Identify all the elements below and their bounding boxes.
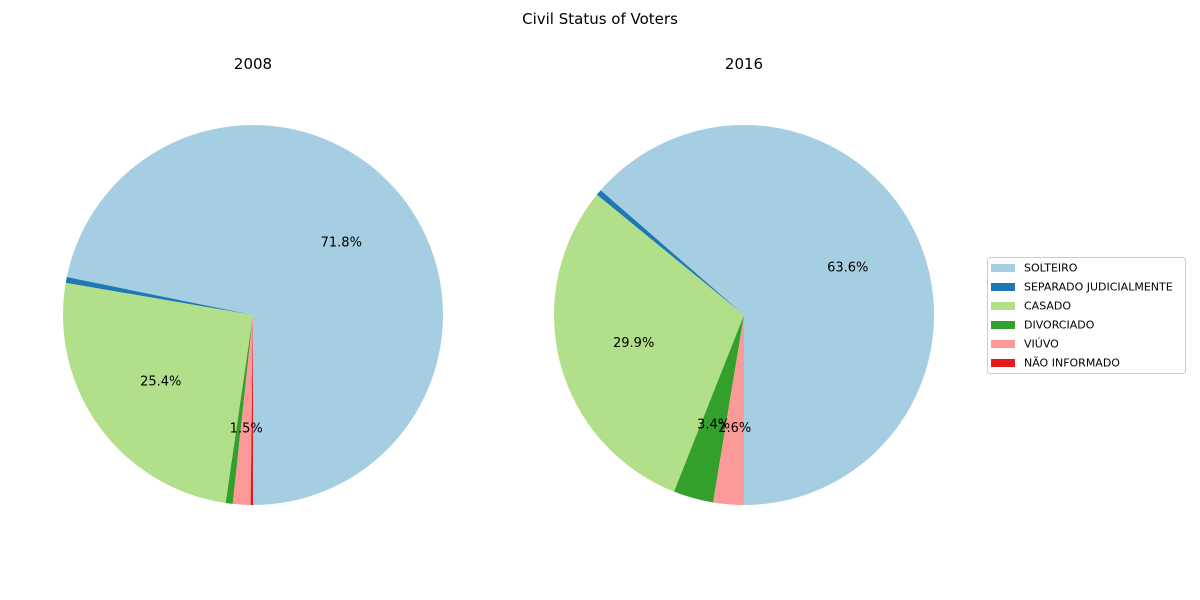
legend-swatch-solteiro bbox=[991, 264, 1015, 272]
pct-label-casado: 29.9% bbox=[613, 336, 654, 351]
slice-solteiro bbox=[66, 125, 444, 506]
legend-frame bbox=[987, 257, 1186, 374]
legend-label-divorciado: DIVORCIADO bbox=[1024, 319, 1095, 332]
pct-label-viuvo: 1.5% bbox=[230, 421, 263, 436]
legend-label-separado-judicialmente: SEPARADO JUDICIALMENTE bbox=[1024, 281, 1173, 294]
legend-label-solteiro: SOLTEIRO bbox=[1024, 262, 1078, 275]
legend-label-casado: CASADO bbox=[1024, 300, 1071, 313]
slice-viuvo bbox=[713, 315, 744, 505]
pct-label-viuvo: 2.6% bbox=[718, 421, 751, 436]
legend-label-nao-informado: NÃO INFORMADO bbox=[1024, 357, 1120, 370]
legend-swatch-divorciado bbox=[991, 321, 1015, 329]
pie-title: 2008 bbox=[234, 55, 272, 73]
slice-nao-informado bbox=[250, 315, 253, 505]
pie-2016: 2016 63.6% 29.9% 3.4%2.6% bbox=[553, 55, 934, 506]
pie-2008: 2008 71.8% 25.4% 1.5% bbox=[63, 55, 444, 506]
legend-swatch-separado-judicialmente bbox=[991, 283, 1015, 291]
slice-solteiro bbox=[600, 125, 934, 506]
pie-title: 2016 bbox=[725, 55, 763, 73]
legend-swatch-viuvo bbox=[991, 340, 1015, 348]
slice-divorciado bbox=[674, 315, 744, 503]
slice-separado-judicialmente bbox=[65, 277, 253, 315]
legend-swatch-nao-informado bbox=[991, 359, 1015, 367]
slice-casado bbox=[553, 194, 744, 492]
legend: SOLTEIRO SEPARADO JUDICIALMENTE CASADO DIVO… bbox=[987, 257, 1186, 374]
pct-label-solteiro: 71.8% bbox=[321, 235, 362, 250]
pct-label-divorciado: 3.4% bbox=[697, 417, 730, 432]
pct-label-casado: 25.4% bbox=[140, 375, 181, 390]
chart-title: Civil Status of Voters bbox=[522, 10, 678, 28]
slice-separado-judicialmente bbox=[596, 190, 744, 315]
legend-label-viuvo: VIÚVO bbox=[1024, 338, 1059, 351]
slice-divorciado bbox=[225, 315, 253, 504]
legend-swatch-casado bbox=[991, 302, 1015, 310]
slice-viuvo bbox=[232, 315, 253, 505]
pct-label-solteiro: 63.6% bbox=[827, 260, 868, 275]
slice-casado bbox=[63, 282, 253, 504]
